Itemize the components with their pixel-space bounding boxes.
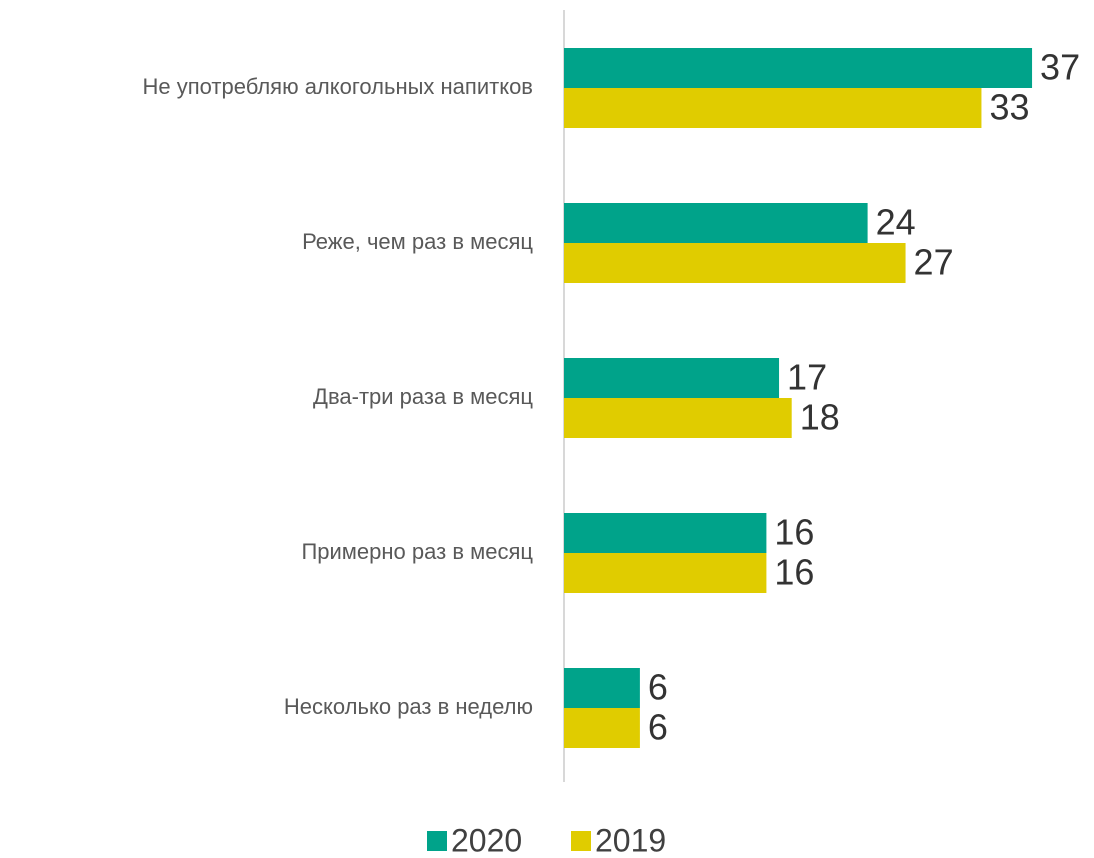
legend-label: 2019 [595,822,666,858]
value-label: 17 [787,357,827,398]
bar [564,358,780,398]
category-label: Примерно раз в месяц [301,539,533,564]
bar [564,668,640,708]
bar [564,513,767,553]
value-label: 6 [648,707,668,748]
legend-swatch [427,831,447,851]
bar [564,48,1033,88]
bar [564,708,640,748]
bar [564,243,906,283]
value-label: 16 [774,552,814,593]
category-label: Не употребляю алкогольных напитков [143,74,533,99]
category-label: Реже, чем раз в месяц [302,229,533,254]
value-label: 18 [800,397,840,438]
legend-swatch [571,831,591,851]
category-label: Несколько раз в неделю [284,694,533,719]
value-label: 27 [914,242,954,283]
bar [564,203,868,243]
category-label: Два-три раза в месяц [313,384,533,409]
legend-label: 2020 [451,822,522,858]
value-label: 16 [774,512,814,553]
bar [564,398,792,438]
value-label: 24 [876,202,916,243]
value-label: 6 [648,667,668,708]
bar [564,553,767,593]
value-label: 37 [1040,47,1080,88]
bar [564,88,982,128]
value-label: 33 [989,87,1029,128]
